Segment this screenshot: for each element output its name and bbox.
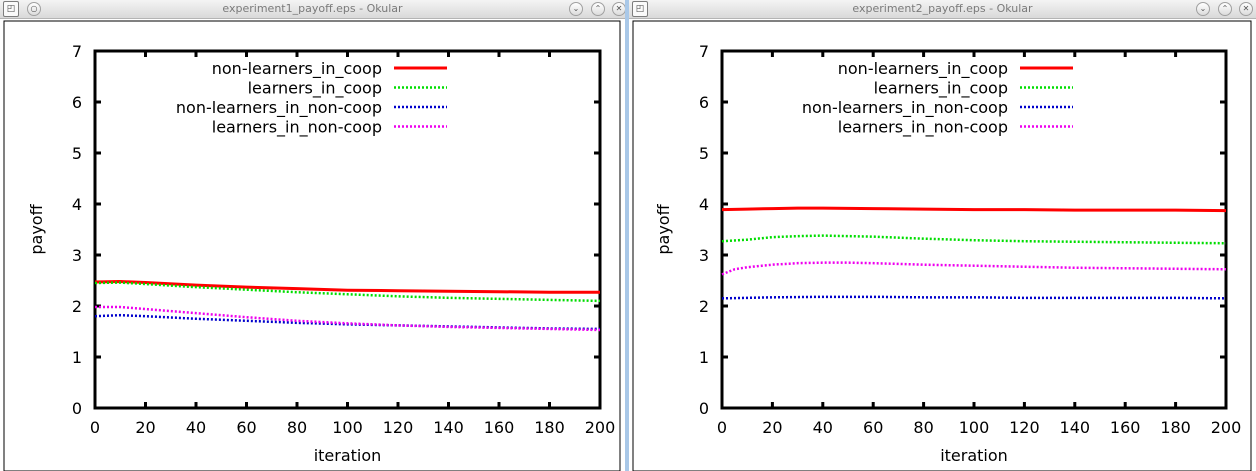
window-divider [625,0,629,471]
maximize-button[interactable]: ⌃ [1218,2,1232,16]
okular-app-icon[interactable]: ◰ [632,1,648,17]
maximize-button[interactable]: ⌃ [591,2,605,16]
legend-label: learners_in_coop [248,79,382,99]
x-tick-label: 120 [383,418,414,437]
x-tick-label: 160 [1110,418,1141,437]
y-axis-label: payoff [654,203,673,254]
x-tick-label: 140 [1060,418,1091,437]
title-bar[interactable]: ◰ experiment2_payoff.eps - Okular ⌄ ⌃ ✕ [629,0,1256,19]
close-button[interactable]: ✕ [1239,2,1253,16]
okular-app-icon[interactable]: ◰ [3,1,19,17]
x-tick-label: 0 [717,418,727,437]
y-tick-label: 4 [699,195,709,214]
x-tick-label: 200 [585,418,616,437]
y-tick-label: 3 [72,246,82,265]
y-tick-label: 0 [72,399,82,418]
x-tick-label: 40 [186,418,206,437]
y-tick-label: 3 [699,246,709,265]
x-tick-label: 0 [90,418,100,437]
x-tick-label: 80 [913,418,933,437]
legend-label: non-learners_in_coop [212,59,382,79]
minimize-button[interactable]: ⌄ [1196,2,1210,16]
series-line-non-learners_in_coop [94,280,600,294]
x-tick-label: 20 [135,418,155,437]
y-tick-label: 7 [699,42,709,61]
x-tick-label: 60 [236,418,256,437]
y-tick-label: 5 [72,144,82,163]
legend-label: non-learners_in_coop [838,59,1008,79]
close-button[interactable]: ✕ [612,2,626,16]
minimize-button[interactable]: ⌄ [569,2,583,16]
window-title: experiment1_payoff.eps - Okular [222,2,403,15]
series-line-learners_in_coop [94,281,601,303]
y-tick-label: 4 [72,195,82,214]
y-tick-label: 2 [699,297,709,316]
y-axis-label: payoff [27,203,46,254]
x-tick-label: 80 [287,418,307,437]
x-tick-label: 200 [1211,418,1242,437]
x-tick-label: 100 [959,418,990,437]
series-line-learners_in_non-coop [95,305,601,332]
legend-label: learners_in_non-coop [212,118,382,138]
payoff-chart: 0 1 2 3 4 5 6 7 0 20 40 60 80 100 120 140 160 180 200 itera… [632,20,1252,471]
y-tick-label: 2 [72,297,82,316]
x-axis-label: iteration [314,446,382,465]
x-tick-label: 120 [1009,418,1040,437]
okular-window-experiment1: ◰ ○ experiment1_payoff.eps - Okular ⌄ ⌃ … [0,0,626,471]
x-tick-label: 60 [863,418,883,437]
okular-window-experiment2: ◰ experiment2_payoff.eps - Okular ⌄ ⌃ ✕ … [629,0,1256,471]
legend-label: non-learners_in_non-coop [176,98,382,118]
x-tick-label: 40 [813,418,833,437]
y-tick-label: 0 [699,399,709,418]
x-tick-label: 180 [1160,418,1191,437]
x-tick-label: 140 [433,418,464,437]
page-frame [632,20,1252,471]
legend-label: non-learners_in_non-coop [802,98,1008,118]
y-tick-label: 6 [699,93,709,112]
y-tick-label: 5 [699,144,709,163]
series-line-non-learners_in_coop [721,206,1227,213]
series-line-learners_in_non-coop [721,261,1227,276]
x-tick-label: 100 [332,418,363,437]
y-tick-label: 1 [699,348,709,367]
y-tick-label: 6 [72,93,82,112]
x-tick-label: 180 [534,418,565,437]
y-tick-label: 1 [72,348,82,367]
window-menu-button[interactable]: ○ [27,2,41,16]
title-bar[interactable]: ◰ ○ experiment1_payoff.eps - Okular ⌄ ⌃ … [0,0,626,19]
y-tick-label: 7 [72,42,82,61]
series-line-non-learners_in_non-coop [94,313,601,331]
series-line-learners_in_coop [721,234,1227,245]
x-axis-label: iteration [940,446,1008,465]
payoff-chart: 0 1 2 3 4 5 6 7 0 20 40 60 80 100 120 140 160 180 200 itera… [3,20,621,471]
page-frame [3,20,621,471]
x-tick-label: 160 [484,418,515,437]
legend-label: learners_in_coop [874,79,1008,99]
series-line-non-learners_in_non-coop [721,295,1227,300]
legend-label: learners_in_non-coop [838,118,1008,138]
x-tick-label: 20 [762,418,782,437]
window-title: experiment2_payoff.eps - Okular [852,2,1033,15]
